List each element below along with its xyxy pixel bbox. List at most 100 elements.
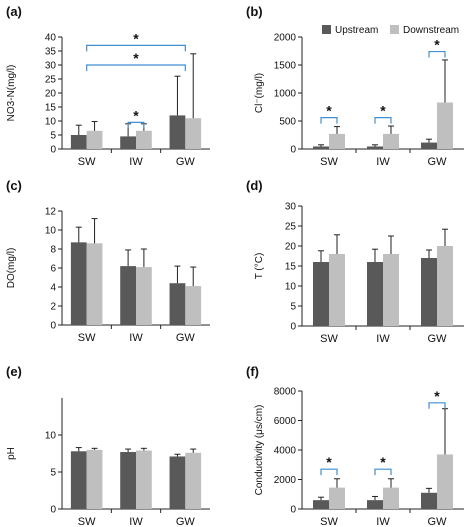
y-tick-label: 35 (45, 47, 57, 58)
y-tick-label: 8000 (274, 387, 297, 398)
panel-a: (a) 0 5 10 15 20 25 30 35 40 NO3-N(mg/l) SW IW GW * * * (6, 4, 210, 168)
category-label: IW (376, 333, 390, 345)
panel-label: (f) (246, 364, 259, 379)
bar-downstream (136, 130, 152, 149)
significance-star: * (133, 30, 139, 46)
category-label: IW (376, 156, 390, 168)
bar-downstream (185, 452, 202, 509)
y-tick-label: 5 (290, 302, 296, 313)
significance-star: * (380, 103, 386, 119)
y-axis-label: T (°C) (254, 253, 265, 280)
panel-f: (f) 0 2000 4000 6000 8000 Conductivity (μs/cm)… (246, 364, 464, 527)
category-label: SW (320, 516, 338, 527)
y-tick-label: 0 (290, 145, 296, 156)
category-label: GW (176, 332, 196, 344)
y-tick-label: 25 (285, 222, 297, 233)
bar-upstream (120, 136, 136, 149)
y-axis-label: Cl⁻(mg/l) (254, 73, 265, 113)
significance-bracket (428, 50, 446, 58)
category-label: IW (129, 332, 143, 344)
significance-bracket (127, 121, 145, 129)
y-tick-label: 40 (45, 33, 57, 44)
bar-upstream (169, 115, 186, 149)
y-tick-label: 10 (45, 117, 57, 128)
significance-bracket (374, 468, 392, 476)
y-tick-label: 4 (50, 283, 56, 294)
bar-upstream (313, 146, 329, 149)
panel-label: (c) (6, 178, 22, 193)
bar-downstream (383, 254, 399, 326)
y-tick-label: 2000 (274, 475, 297, 486)
y-tick-label: 12 (45, 207, 57, 218)
y-tick-label: 0 (50, 145, 56, 156)
y-tick-label: 4000 (274, 446, 297, 457)
y-tick-label: 15 (45, 103, 57, 114)
significance-bracket (320, 468, 338, 476)
category-label: GW (428, 516, 448, 527)
y-tick-label: 10 (45, 226, 57, 237)
category-label: GW (428, 156, 448, 168)
y-tick-label: 5 (50, 468, 56, 479)
y-tick-label: 1000 (274, 89, 297, 100)
y-tick-label: 20 (285, 242, 297, 253)
bar-downstream (136, 267, 152, 325)
bar-downstream (86, 130, 103, 149)
bar-upstream (70, 135, 87, 149)
bar-upstream (421, 258, 437, 326)
y-tick-label: 30 (285, 202, 297, 213)
panel-label: (e) (6, 364, 22, 379)
bar-upstream (120, 452, 136, 509)
significance-star: * (434, 388, 440, 404)
legend-swatch-upstream (322, 25, 331, 34)
bar-upstream (70, 242, 87, 325)
y-tick-label: 30 (45, 61, 57, 72)
category-label: SW (78, 156, 96, 168)
y-tick-label: 5 (50, 131, 56, 142)
legend-swatch-downstream (390, 25, 399, 34)
y-tick-label: 1500 (274, 61, 297, 72)
bar-downstream (329, 254, 345, 326)
y-tick-label: 10 (285, 282, 297, 293)
bar-upstream (421, 492, 437, 509)
bar-downstream (437, 454, 453, 509)
panel-label: (a) (6, 4, 22, 19)
significance-star: * (133, 107, 139, 123)
legend-label-upstream: Upstream (335, 25, 378, 36)
panel-e: (e) 0 5 10 pH SW IW GW (6, 364, 210, 527)
significance-bracket (374, 117, 392, 124)
legend-label-downstream: Downstream (403, 25, 459, 36)
significance-star: * (133, 50, 139, 66)
bar-upstream (313, 262, 329, 326)
bar-downstream (86, 449, 103, 509)
y-axis-label: NO3-N(mg/l) (6, 65, 17, 122)
y-tick-label: 0 (50, 505, 56, 516)
bar-downstream (437, 102, 453, 149)
panel-label: (d) (246, 178, 263, 193)
bar-upstream (70, 451, 87, 509)
category-label: GW (176, 516, 196, 527)
bar-downstream (86, 243, 103, 325)
significance-bracket (320, 117, 338, 124)
significance-star: * (326, 454, 332, 470)
y-tick-label: 500 (279, 117, 296, 128)
bar-downstream (329, 487, 345, 509)
bar-downstream (185, 286, 202, 325)
y-tick-label: 20 (45, 89, 57, 100)
bar-downstream (383, 133, 399, 149)
bar-upstream (313, 500, 329, 509)
significance-bracket (428, 402, 446, 409)
y-tick-label: 0 (290, 322, 296, 333)
panel-label: (b) (246, 4, 263, 19)
category-label: SW (78, 332, 96, 344)
category-label: SW (78, 516, 96, 527)
y-tick-label: 15 (285, 262, 297, 273)
y-tick-label: 0 (50, 321, 56, 332)
y-axis-label: Conductivity (μs/cm) (254, 405, 265, 496)
y-axis-label: pH (6, 447, 17, 460)
y-tick-label: 6 (50, 264, 56, 275)
bar-downstream (185, 118, 202, 149)
y-tick-label: 10 (45, 431, 57, 442)
significance-bracket (86, 44, 186, 52)
bar-downstream (383, 487, 399, 509)
